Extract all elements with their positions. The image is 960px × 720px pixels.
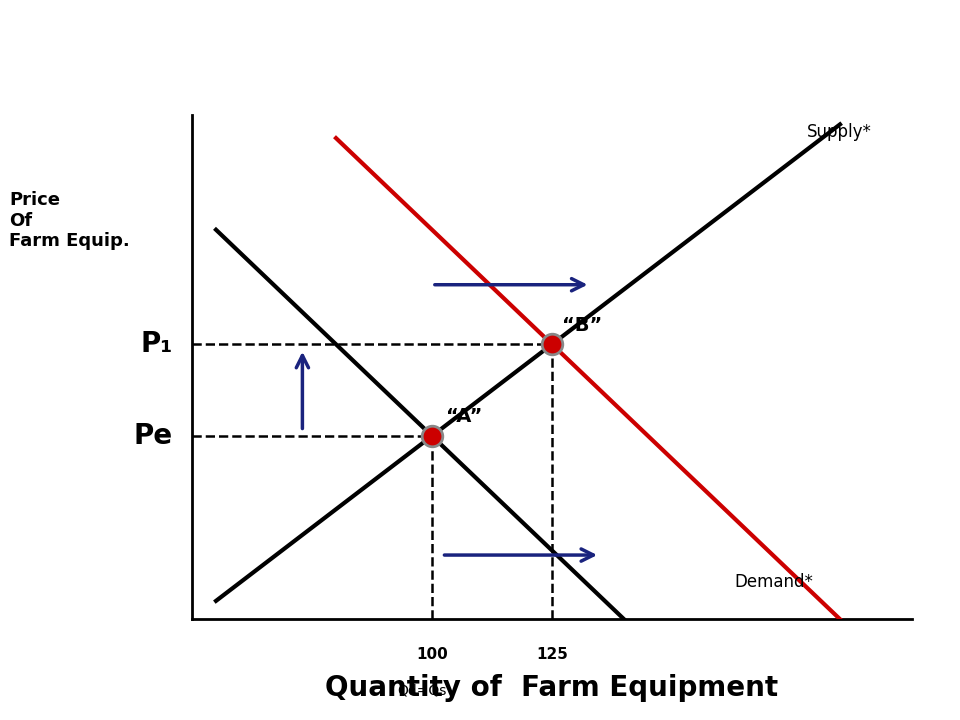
Text: 125: 125 — [536, 647, 568, 662]
Point — [424, 430, 440, 441]
Text: Supply*: Supply* — [806, 123, 872, 141]
Text: “B”: “B” — [562, 315, 602, 335]
Text: Supply and Demand: Supply and Demand — [308, 17, 652, 46]
Text: 100: 100 — [416, 647, 448, 662]
Text: Price
Of
Farm Equip.: Price Of Farm Equip. — [10, 191, 130, 251]
Point — [544, 338, 560, 350]
Text: INCREASES: INCREASES — [480, 64, 672, 93]
Text: Demand*: Demand* — [734, 573, 813, 591]
Text: P₁: P₁ — [140, 330, 173, 359]
Text: Pe: Pe — [133, 422, 173, 450]
Text: Qd=Qs: Qd=Qs — [397, 683, 447, 698]
Text: Quantity of  Farm Equipment: Quantity of Farm Equipment — [325, 674, 779, 702]
Text: “A”: “A” — [446, 408, 483, 426]
Text: Demand: Demand — [328, 64, 480, 93]
